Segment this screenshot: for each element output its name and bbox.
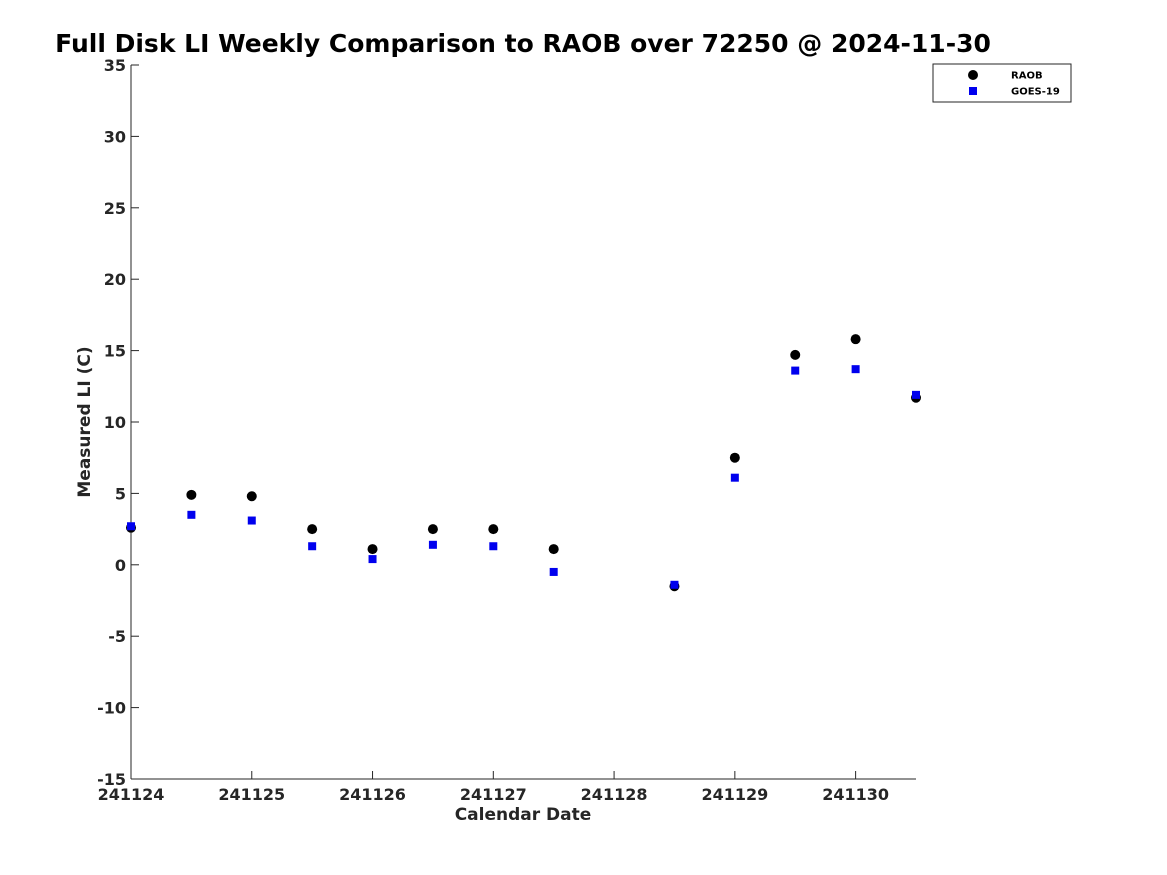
legend-marker-goes-19	[969, 87, 977, 95]
data-point-raob	[186, 489, 197, 500]
data-point-raob	[548, 544, 559, 555]
data-point-raob	[488, 524, 499, 535]
x-tick-label: 241124	[98, 785, 165, 804]
data-point-raob	[729, 452, 740, 463]
x-tick-label: 241128	[581, 785, 648, 804]
legend-marker-raob	[968, 70, 978, 80]
data-point-raob	[307, 524, 318, 535]
legend-box	[932, 63, 1072, 103]
data-point-goes-19	[428, 540, 437, 549]
data-point-raob	[367, 544, 378, 555]
data-point-goes-19	[247, 516, 256, 525]
y-tick-label: -5	[108, 627, 126, 646]
legend-items: RAOB GOES-19	[968, 70, 1060, 98]
y-axis-label: Measured LI (C)	[75, 346, 95, 497]
x-tick-label: 241125	[218, 785, 285, 804]
data-point-goes-19	[489, 542, 498, 551]
x-axis-label: Calendar Date	[455, 805, 592, 825]
legend: RAOB GOES-19	[932, 63, 1072, 103]
y-tick-label: 20	[104, 270, 126, 289]
y-tick-label: -15	[97, 770, 126, 789]
x-tick-label: 241126	[339, 785, 406, 804]
series-goes-19	[127, 365, 920, 589]
y-tick-label: 5	[115, 484, 126, 503]
data-point-raob	[427, 524, 438, 535]
data-point-goes-19	[308, 542, 317, 551]
y-tick-label: 0	[115, 556, 126, 575]
data-point-goes-19	[549, 567, 558, 576]
data-point-goes-19	[912, 390, 920, 399]
data-point-goes-19	[851, 365, 860, 374]
data-point-goes-19	[368, 555, 377, 564]
x-tick-label: 241129	[701, 785, 768, 804]
x-axis-ticks: 241124 241125 241126 241127 241128 241129 2411…	[98, 771, 889, 804]
y-tick-label: 25	[104, 199, 126, 218]
y-tick-label: 30	[104, 127, 126, 146]
data-point-raob	[790, 349, 801, 360]
data-point-goes-19	[791, 366, 800, 375]
x-tick-label: 241127	[460, 785, 527, 804]
legend-label-goes-19: GOES-19	[1011, 87, 1060, 98]
y-tick-label: 35	[104, 56, 126, 75]
data-point-raob	[246, 491, 257, 502]
series-layer	[126, 334, 921, 592]
data-point-goes-19	[730, 473, 739, 482]
y-tick-label: 15	[104, 342, 126, 361]
y-tick-label: 10	[104, 413, 126, 432]
data-point-goes-19	[127, 522, 135, 531]
chart-title: Full Disk LI Weekly Comparison to RAOB o…	[55, 29, 991, 58]
data-point-goes-19	[670, 580, 679, 589]
legend-label-raob: RAOB	[1011, 71, 1043, 82]
y-axis-ticks: -15 -10 -5 0 5 10 15 20 25 30 35	[97, 56, 139, 789]
y-tick-label: -10	[97, 699, 126, 718]
data-point-goes-19	[187, 510, 196, 519]
x-tick-label: 241130	[822, 785, 889, 804]
data-point-raob	[850, 334, 861, 345]
